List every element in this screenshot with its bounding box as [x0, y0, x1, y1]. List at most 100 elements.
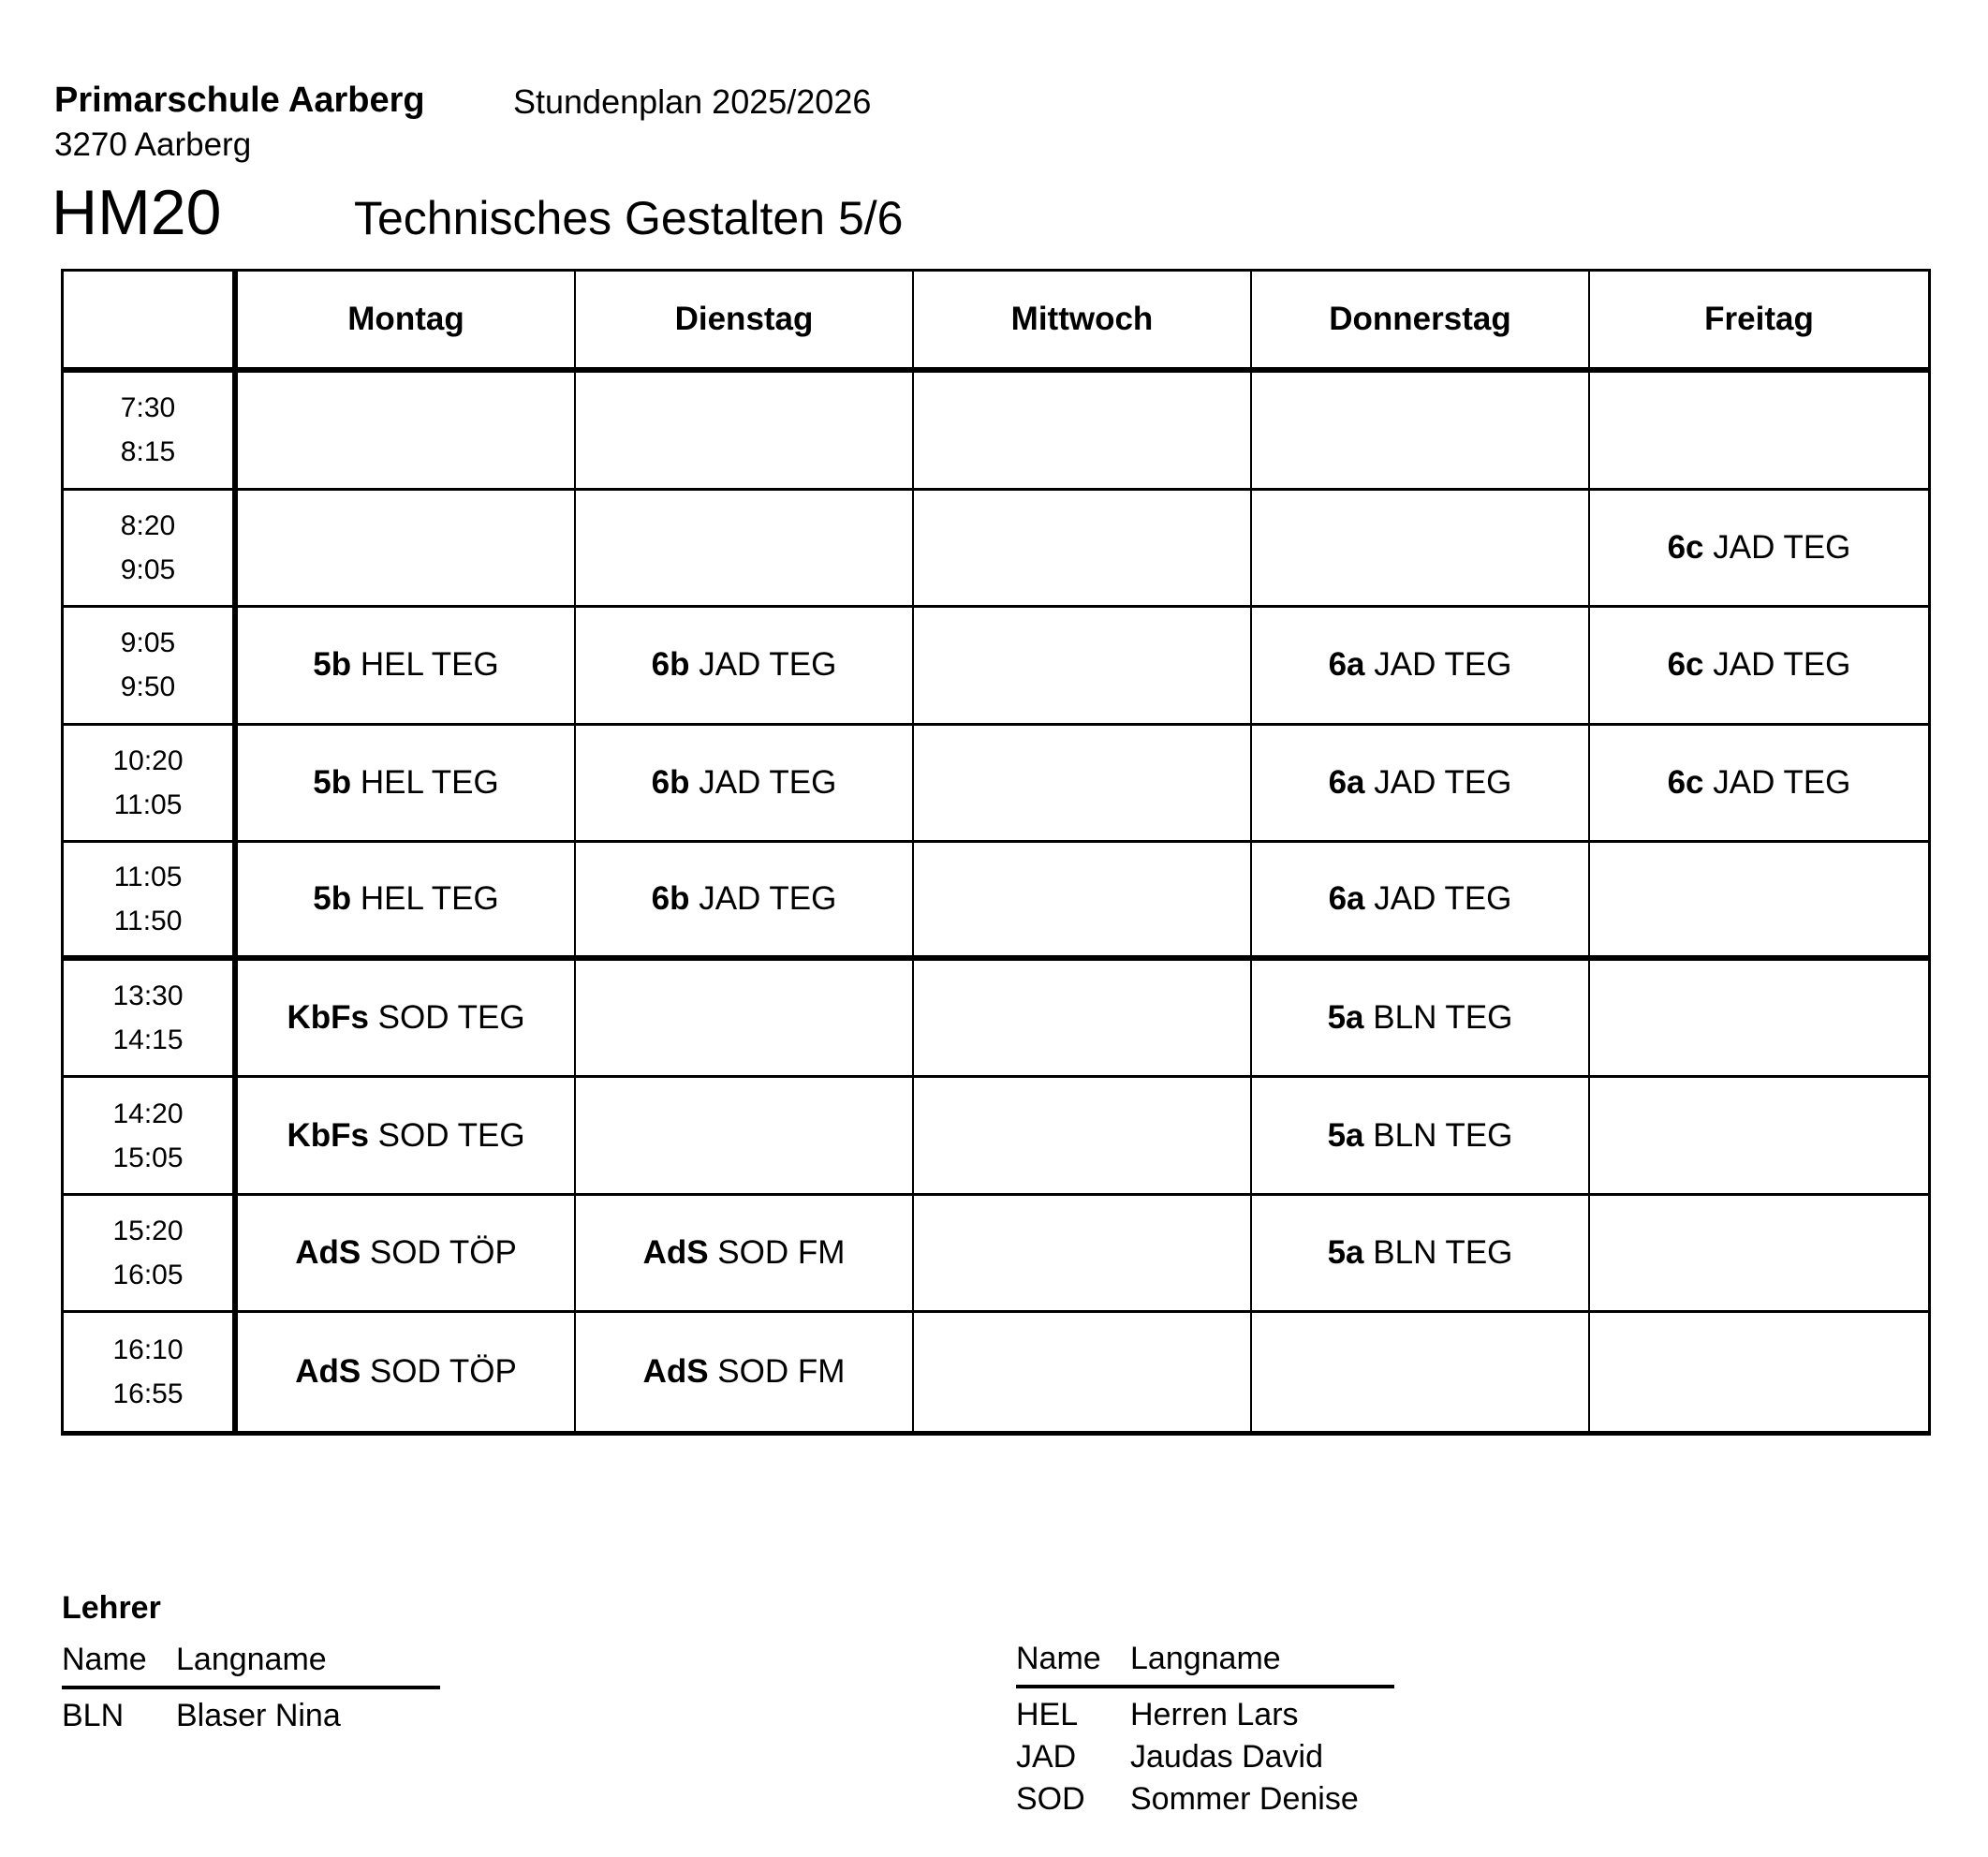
column-header-langname: Langname: [1130, 1641, 1281, 1676]
lesson-cell-montag-r7: KbFs SOD TEG: [238, 1078, 576, 1196]
lesson-cell-dienstag-r6: [576, 960, 914, 1079]
lesson-cell-montag-r1: [238, 373, 576, 491]
time-cell-11-05: 11:05 11:50: [64, 843, 238, 961]
timetable: Montag Dienstag Mittwoch Donnerstag Freitag 7…: [61, 269, 1931, 1436]
lesson-cell-mittwoch-r3: [914, 608, 1252, 726]
lesson-cell-mittwoch-r9: [914, 1313, 1252, 1431]
class-group: 6a: [1328, 763, 1365, 801]
class-group: 5b: [313, 763, 352, 801]
teacher-row-sod: SOD Sommer Denise: [1016, 1778, 1394, 1820]
column-header-name: Name: [1016, 1641, 1101, 1676]
lesson-cell-mittwoch-r7: [914, 1078, 1252, 1196]
teachers-legend-right: Name Langname HEL Herren Lars JAD Jaudas Dav…: [1016, 1641, 1394, 1820]
time-start: 16:10: [112, 1334, 184, 1366]
time-start: 8:20: [120, 509, 176, 541]
time-end: 11:05: [113, 788, 183, 820]
time-start: 9:05: [120, 627, 176, 659]
class-group: AdS: [642, 1353, 709, 1391]
lesson-cell-mittwoch-r8: [914, 1195, 1252, 1314]
lesson-cell-freitag-r2: 6c JAD TEG: [1590, 491, 1928, 609]
day-header-donnerstag: Donnerstag: [1252, 272, 1590, 373]
lesson-cell-mittwoch-r6: [914, 960, 1252, 1079]
lesson-cell-montag-r4: 5b HEL TEG: [238, 725, 576, 844]
time-end: 11:50: [113, 905, 183, 936]
lesson-cell-montag-r5: 5b HEL TEG: [238, 843, 576, 961]
time-end: 8:15: [120, 436, 176, 468]
lesson-cell-donnerstag-r1: [1252, 373, 1590, 491]
lesson-cell-donnerstag-r3: 6a JAD TEG: [1252, 608, 1590, 726]
lesson-cell-dienstag-r8: AdS SOD FM: [576, 1195, 914, 1314]
time-start: 13:30: [112, 980, 184, 1012]
lesson-cell-montag-r6: KbFs SOD TEG: [238, 960, 576, 1079]
class-group: 6c: [1667, 763, 1704, 801]
class-group: AdS: [642, 1234, 709, 1272]
column-header-langname: Langname: [176, 1642, 327, 1677]
class-group: 5a: [1327, 1234, 1364, 1272]
lesson-cell-donnerstag-r2: [1252, 490, 1590, 609]
time-start: 7:30: [120, 392, 176, 424]
subject-title: Technisches Gestalten 5/6: [354, 192, 904, 244]
class-group: 5b: [313, 646, 352, 684]
lesson-cell-donnerstag-r7: 5a BLN TEG: [1252, 1078, 1590, 1196]
lesson-cell-donnerstag-r5: 6a JAD TEG: [1252, 843, 1590, 961]
lesson-cell-freitag-r4: 6c JAD TEG: [1590, 726, 1928, 844]
school-name: Primarschule Aarberg: [54, 81, 425, 120]
lesson-cell-dienstag-r4: 6b JAD TEG: [576, 725, 914, 844]
teacher-fullname: Jaudas David: [1130, 1739, 1324, 1775]
lesson-cell-mittwoch-r4: [914, 725, 1252, 844]
teacher-row-bln: BLN Blaser Nina: [62, 1695, 440, 1737]
room-code: HM20: [52, 177, 222, 248]
lesson-cell-dienstag-r5: 6b JAD TEG: [576, 843, 914, 961]
school-city: 3270 Aarberg: [54, 126, 252, 163]
time-cell-14-20: 14:20 15:05: [64, 1078, 238, 1196]
lesson-cell-mittwoch-r2: [914, 490, 1252, 609]
lesson-cell-dienstag-r7: [576, 1078, 914, 1196]
class-group: 6b: [651, 646, 690, 684]
day-header-montag: Montag: [238, 272, 576, 373]
time-end: 9:50: [120, 671, 176, 703]
teachers-column-headers: Name Langname: [1016, 1641, 1394, 1688]
teacher-code: BLN: [62, 1698, 125, 1733]
day-header-mittwoch: Mittwoch: [914, 272, 1252, 373]
class-group: AdS: [295, 1353, 361, 1391]
time-start: 15:20: [112, 1216, 184, 1247]
teacher-fullname: Sommer Denise: [1130, 1781, 1359, 1817]
class-group: 5a: [1327, 1116, 1364, 1154]
time-start: 11:05: [113, 861, 183, 892]
lesson-cell-dienstag-r9: AdS SOD FM: [576, 1313, 914, 1431]
teachers-legend-left: Lehrer Name Langname BLN Blaser Nina: [62, 1590, 440, 1737]
day-header-dienstag: Dienstag: [576, 272, 914, 373]
lesson-cell-donnerstag-r9: [1252, 1313, 1590, 1431]
lesson-cell-donnerstag-r8: 5a BLN TEG: [1252, 1195, 1590, 1314]
teacher-code: HEL: [1016, 1697, 1079, 1732]
lesson-cell-freitag-r1: [1590, 373, 1928, 491]
lesson-cell-mittwoch-r5: [914, 843, 1252, 961]
lesson-cell-donnerstag-r6: 5a BLN TEG: [1252, 960, 1590, 1079]
teacher-code: JAD: [1016, 1739, 1077, 1775]
teachers-column-headers: Name Langname: [62, 1642, 440, 1689]
teacher-fullname: Herren Lars: [1130, 1697, 1299, 1732]
time-end: 16:05: [112, 1260, 184, 1291]
time-end: 9:05: [120, 553, 176, 585]
time-cell-10-20: 10:20 11:05: [64, 725, 238, 844]
lesson-cell-dienstag-r3: 6b JAD TEG: [576, 608, 914, 726]
class-group: KbFs: [287, 1116, 369, 1154]
class-group: 6b: [651, 879, 690, 917]
class-group: 6c: [1667, 646, 1704, 684]
time-cell-9-05: 9:05 9:50: [64, 608, 238, 726]
time-cell-16-10: 16:10 16:55: [64, 1313, 238, 1431]
time-cell-7-30: 7:30 8:15: [64, 373, 238, 491]
lesson-cell-freitag-r8: [1590, 1196, 1928, 1314]
time-end: 14:15: [112, 1024, 184, 1056]
time-end: 15:05: [112, 1142, 184, 1173]
plan-title: Stundenplan 2025/2026: [513, 82, 872, 121]
time-start: 14:20: [112, 1098, 184, 1129]
teacher-row-jad: JAD Jaudas David: [1016, 1736, 1394, 1778]
teacher-row-hel: HEL Herren Lars: [1016, 1694, 1394, 1736]
time-cell-8-20: 8:20 9:05: [64, 490, 238, 609]
class-group: 5a: [1327, 999, 1364, 1037]
time-cell-15-20: 15:20 16:05: [64, 1195, 238, 1314]
time-start: 10:20: [112, 744, 184, 776]
lesson-cell-montag-r9: AdS SOD TÖP: [238, 1313, 576, 1431]
